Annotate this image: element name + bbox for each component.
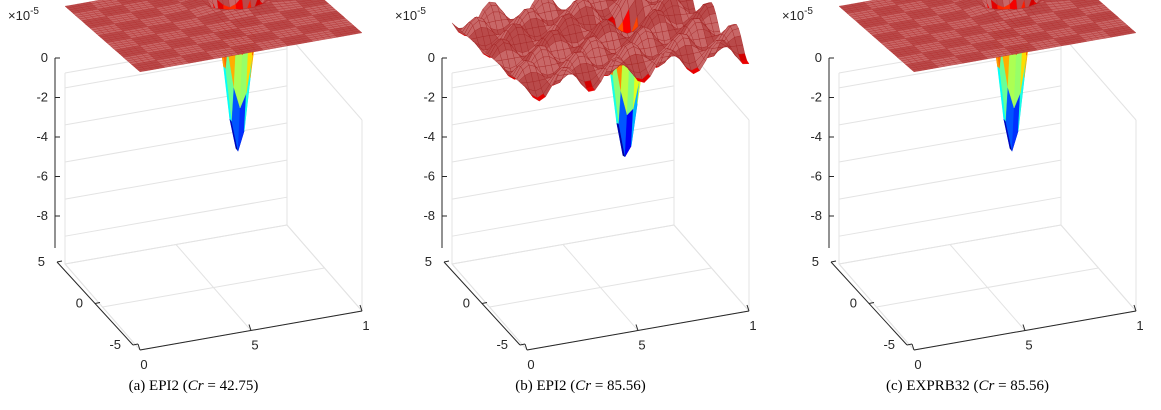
y-tick-label: 5 bbox=[812, 254, 819, 269]
z-tick: -6 bbox=[423, 169, 447, 184]
z-exponent-label: ×10-5 bbox=[8, 6, 39, 23]
z-tick: -8 bbox=[423, 208, 447, 223]
x-tick: 5 bbox=[635, 324, 646, 353]
y-tick: 0 bbox=[76, 296, 101, 311]
axes-box bbox=[838, 33, 1137, 351]
y-tick: 5 bbox=[425, 254, 450, 269]
surface-cell bbox=[260, 0, 266, 4]
x-tick: 1 bbox=[746, 304, 757, 333]
caption: (b) EPI2 (Cr = 85.56) bbox=[515, 378, 646, 394]
surface-cell bbox=[353, 30, 363, 35]
surface-mesh bbox=[838, 0, 1137, 152]
y-tick-label: 0 bbox=[850, 296, 857, 311]
y-tick: 5 bbox=[38, 254, 63, 269]
caption: (a) EPI2 (Cr = 42.75) bbox=[128, 378, 259, 394]
surface-cell bbox=[1034, 0, 1040, 4]
x-tick: 1 bbox=[1133, 304, 1144, 333]
z-tick-label: -4 bbox=[423, 129, 435, 144]
z-tick-label: -6 bbox=[810, 169, 822, 184]
y-tick-label: -5 bbox=[109, 337, 121, 352]
z-tick: -2 bbox=[423, 90, 447, 105]
z-tick-label: -4 bbox=[36, 129, 48, 144]
surface-mesh bbox=[451, 0, 750, 158]
y-tick: 0 bbox=[850, 296, 875, 311]
caption: (c) EXPRB32 (Cr = 85.56) bbox=[885, 378, 1050, 394]
surface-plot-a: 0 -2 -4 -6 -8 ×10-5 5 0 -5 0 5 1 (a) EPI2 (Cr = 42.… bbox=[0, 0, 387, 410]
x-tick-label: 1 bbox=[1136, 318, 1143, 333]
z-tick: -4 bbox=[423, 129, 447, 144]
axes-box bbox=[64, 33, 363, 351]
y-tick: -5 bbox=[109, 337, 139, 352]
surface-cell bbox=[573, 0, 578, 3]
x-tick: 0 bbox=[524, 343, 535, 372]
x-tick: 1 bbox=[359, 304, 370, 333]
z-tick: 0 bbox=[41, 50, 60, 65]
x-tick: 5 bbox=[248, 324, 259, 353]
z-exponent-label: ×10-5 bbox=[395, 6, 426, 23]
surface-cell bbox=[659, 0, 665, 3]
x-tick-label: 0 bbox=[140, 357, 147, 372]
y-tick-label: 5 bbox=[425, 254, 432, 269]
z-tick-label: -6 bbox=[423, 169, 435, 184]
x-tick: 0 bbox=[137, 343, 148, 372]
x-tick-label: 1 bbox=[362, 318, 369, 333]
x-tick-label: 0 bbox=[914, 357, 921, 372]
z-tick-label: -2 bbox=[36, 90, 48, 105]
surface-cell bbox=[264, 0, 269, 3]
y-tick: -5 bbox=[883, 337, 913, 352]
z-tick-label: -6 bbox=[36, 169, 48, 184]
z-tick: -2 bbox=[36, 90, 60, 105]
y-tick-label: -5 bbox=[496, 337, 508, 352]
surface-mesh bbox=[64, 0, 363, 152]
x-tick: 5 bbox=[1022, 324, 1033, 353]
plot-canvas: 0 -2 -4 -6 -8 ×10-5 5 0 -5 0 5 1 bbox=[782, 0, 1144, 372]
z-tick-label: -8 bbox=[423, 208, 435, 223]
surface-plot-c: 0 -2 -4 -6 -8 ×10-5 5 0 -5 0 5 1 (c) EXPRB32 (Cr = … bbox=[774, 0, 1161, 410]
z-tick-label: -2 bbox=[810, 90, 822, 105]
z-tick-label: -8 bbox=[36, 208, 48, 223]
y-tick-label: -5 bbox=[883, 337, 895, 352]
surface-cell bbox=[740, 60, 750, 65]
z-tick-label: 0 bbox=[815, 50, 822, 65]
surface-cell bbox=[616, 0, 622, 6]
z-exponent-label: ×10-5 bbox=[782, 6, 813, 23]
plot-canvas: 0 -2 -4 -6 -8 ×10-5 5 0 -5 0 5 1 bbox=[8, 0, 370, 372]
z-tick-label: -4 bbox=[810, 129, 822, 144]
surface-cell bbox=[1038, 0, 1043, 3]
z-tick-label: 0 bbox=[41, 50, 48, 65]
y-tick: 5 bbox=[812, 254, 837, 269]
plot-canvas: 0 -2 -4 -6 -8 ×10-5 5 0 -5 0 5 1 bbox=[395, 0, 757, 372]
x-tick-label: 5 bbox=[1025, 338, 1032, 353]
z-tick: -8 bbox=[810, 208, 834, 223]
x-tick: 0 bbox=[911, 343, 922, 372]
z-tick: -4 bbox=[36, 129, 60, 144]
z-tick: -6 bbox=[810, 169, 834, 184]
y-tick: 0 bbox=[463, 296, 488, 311]
surface-plot-b: 0 -2 -4 -6 -8 ×10-5 5 0 -5 0 5 1 (b) EPI2 (Cr = 85.… bbox=[387, 0, 774, 410]
z-tick-label: -8 bbox=[810, 208, 822, 223]
z-tick: 0 bbox=[815, 50, 834, 65]
x-tick-label: 5 bbox=[638, 338, 645, 353]
z-tick-label: -2 bbox=[423, 90, 435, 105]
y-tick-label: 0 bbox=[76, 296, 83, 311]
z-tick: 0 bbox=[428, 50, 447, 65]
x-tick-label: 5 bbox=[251, 338, 258, 353]
y-tick: -5 bbox=[496, 337, 526, 352]
x-tick-label: 0 bbox=[527, 357, 534, 372]
z-tick: -4 bbox=[810, 129, 834, 144]
surface-cell bbox=[611, 0, 619, 3]
y-tick-label: 0 bbox=[463, 296, 470, 311]
z-tick: -8 bbox=[36, 208, 60, 223]
z-tick-label: 0 bbox=[428, 50, 435, 65]
x-tick-label: 1 bbox=[749, 318, 756, 333]
z-tick: -2 bbox=[810, 90, 834, 105]
surface-cell bbox=[1127, 30, 1137, 35]
y-tick-label: 5 bbox=[38, 254, 45, 269]
z-tick: -6 bbox=[36, 169, 60, 184]
surface-cell bbox=[614, 0, 620, 5]
